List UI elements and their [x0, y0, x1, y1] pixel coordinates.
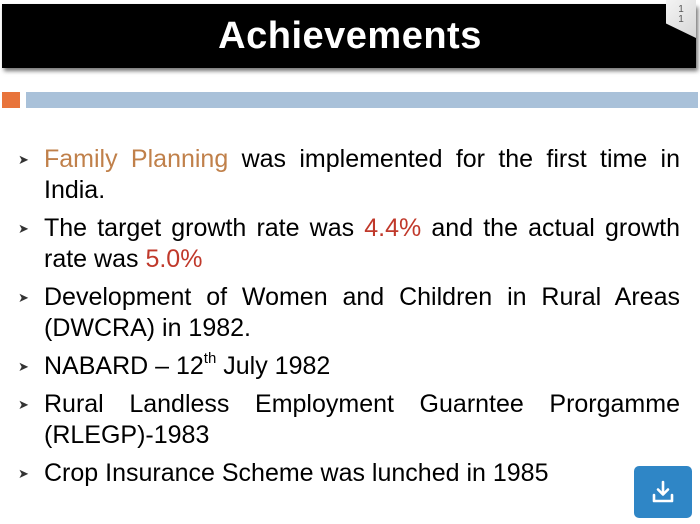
slide-title: Achievements [218, 14, 482, 57]
download-icon [652, 480, 674, 503]
list-item: ➤ Development of Women and Children in R… [18, 282, 680, 344]
bullet-text: Development of Women and Children in Rur… [44, 282, 680, 344]
title-bar: Achievements [2, 4, 696, 68]
list-item: ➤ NABARD – 12th July 1982 [18, 351, 680, 382]
page-number: 11 [678, 4, 684, 25]
bullet-text: The target growth rate was 4.4% and the … [44, 213, 680, 275]
list-item: ➤ Rural Landless Employment Guarntee Pro… [18, 389, 680, 451]
arrowhead-bullet-icon: ➤ [18, 290, 29, 305]
text-run: Crop Insurance Scheme was lunched in 198… [44, 459, 549, 487]
list-item: ➤ Crop Insurance Scheme was lunched in 1… [18, 458, 680, 489]
arrowhead-bullet-icon: ➤ [18, 397, 29, 412]
download-button[interactable] [634, 466, 692, 518]
arrowhead-bullet-icon: ➤ [18, 152, 29, 167]
highlight-value: 4.4% [364, 214, 422, 242]
bullet-text: Rural Landless Employment Guarntee Prorg… [44, 389, 680, 451]
bullet-text: Crop Insurance Scheme was lunched in 198… [44, 458, 680, 489]
highlight-text: Family Planning [44, 145, 229, 173]
bullet-list: ➤ Family Planning was implemented for th… [18, 144, 680, 496]
text-run: was implemented for the first time in In… [44, 145, 681, 204]
text-run: Development of Women and Children in Rur… [44, 283, 680, 342]
text-run: Rural Landless Employment Guarntee Prorg… [44, 390, 680, 449]
text-run: July 1982 [216, 352, 331, 380]
highlight-value: 5.0% [145, 245, 203, 273]
arrowhead-bullet-icon: ➤ [18, 359, 29, 374]
bullet-text: Family Planning was implemented for the … [44, 144, 680, 206]
text-run: NABARD – 12 [44, 352, 204, 380]
bullet-text: NABARD – 12th July 1982 [44, 351, 680, 382]
text-run: and the actual growth rate was [44, 214, 681, 273]
arrowhead-bullet-icon: ➤ [18, 221, 29, 236]
list-item: ➤ The target growth rate was 4.4% and th… [18, 213, 680, 275]
list-item: ➤ Family Planning was implemented for th… [18, 144, 680, 206]
superscript: th [203, 349, 217, 367]
accent-bar [26, 92, 698, 108]
text-run: The target growth rate was [44, 214, 365, 242]
arrowhead-bullet-icon: ➤ [18, 466, 29, 481]
accent-square [2, 92, 20, 108]
